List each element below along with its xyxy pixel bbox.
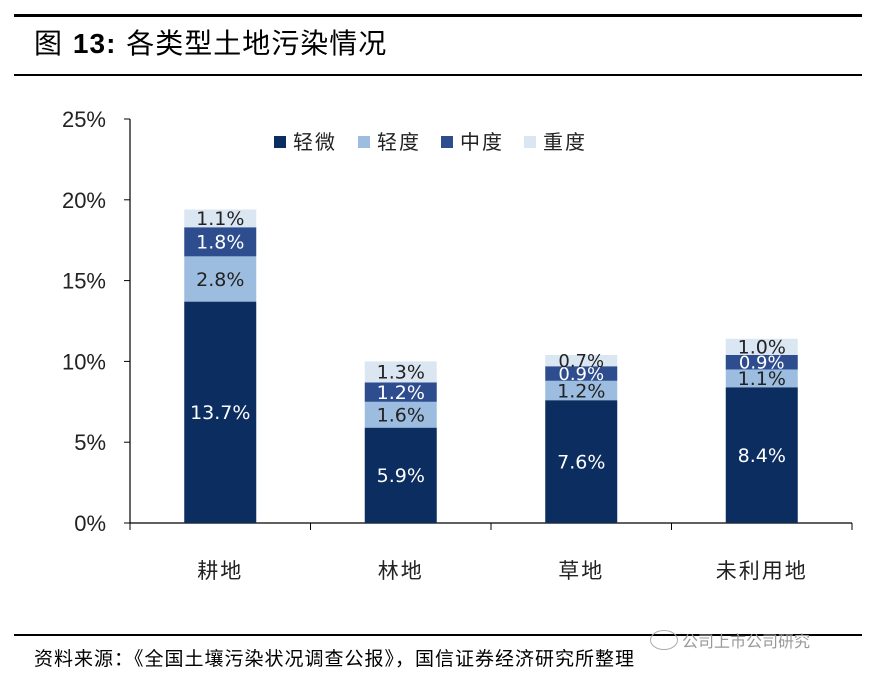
legend-label: 轻度 [377,130,421,154]
wechat-icon [650,630,678,650]
data-label: 1.2% [377,382,425,404]
title-top-rule [14,14,862,17]
bar-segment [725,338,798,355]
legend-swatch [441,136,453,148]
x-tick-label: 未利用地 [716,559,808,583]
data-label: 1.1% [738,368,786,390]
watermark-text: 公司上市公司研究 [682,632,811,651]
data-label: 13.7% [190,402,250,424]
y-tick-label: 10% [62,349,106,374]
x-tick-label: 耕地 [197,559,243,583]
figure-title: 图 13: 各类型土地污染情况 [34,22,387,62]
bar-segment [545,366,618,381]
title-bottom-rule [14,74,862,76]
data-label: 1.8% [196,232,244,254]
source-note: 资料来源：《全国土壤污染状况调查公报》，国信证券经济研究所整理 [34,648,636,670]
data-label: 2.8% [196,269,244,291]
legend-label: 轻微 [293,130,337,154]
bar-segment [184,227,257,257]
bar-segment [725,369,798,388]
data-label: 1.0% [738,337,786,359]
data-label: 5.9% [377,465,425,487]
y-tick-label: 15% [62,269,106,294]
bar-segment [364,427,437,523]
data-label: 0.7% [558,351,604,372]
bar-segment [184,256,257,302]
legend-swatch [524,136,536,148]
bar-segment [364,401,437,428]
x-tick-label: 林地 [378,559,424,583]
bar-segment [725,387,798,523]
data-label: 0.9% [739,353,785,374]
x-tick-label: 草地 [558,559,604,583]
bar-segment [545,400,618,523]
figure-title-number: 13: [72,28,117,59]
data-label: 7.6% [557,451,605,473]
bar-segment [545,354,618,367]
bar-segment [725,354,798,370]
data-label: 1.6% [377,405,425,427]
y-tick-label: 5% [74,430,106,455]
legend-swatch [358,136,370,148]
watermark: 公司上市公司研究 [650,628,810,652]
bar-segment [545,380,618,401]
data-label: 8.4% [738,445,786,467]
data-label: 1.1% [196,208,244,230]
bar-segment [364,361,437,383]
y-tick-label: 20% [62,188,106,213]
data-label: 0.9% [558,364,604,385]
y-tick-label: 0% [74,511,106,536]
legend-swatch [274,136,286,148]
bar-segment [364,382,437,402]
y-tick-label: 25% [62,107,106,132]
bar-segment [184,209,257,228]
bar-segment [184,301,257,523]
data-label: 1.3% [377,362,425,384]
figure-title-prefix: 图 [34,27,64,60]
stacked-bar-chart: 0%5%10%15%20%25%13.7%2.8%1.8%1.1%耕地5.9%1… [62,107,853,583]
legend-label: 重度 [543,130,587,154]
figure-title-text: 各类型土地污染情况 [126,27,388,60]
data-label: 1.2% [557,380,605,402]
source-top-rule [14,634,862,636]
legend-label: 中度 [460,130,504,154]
